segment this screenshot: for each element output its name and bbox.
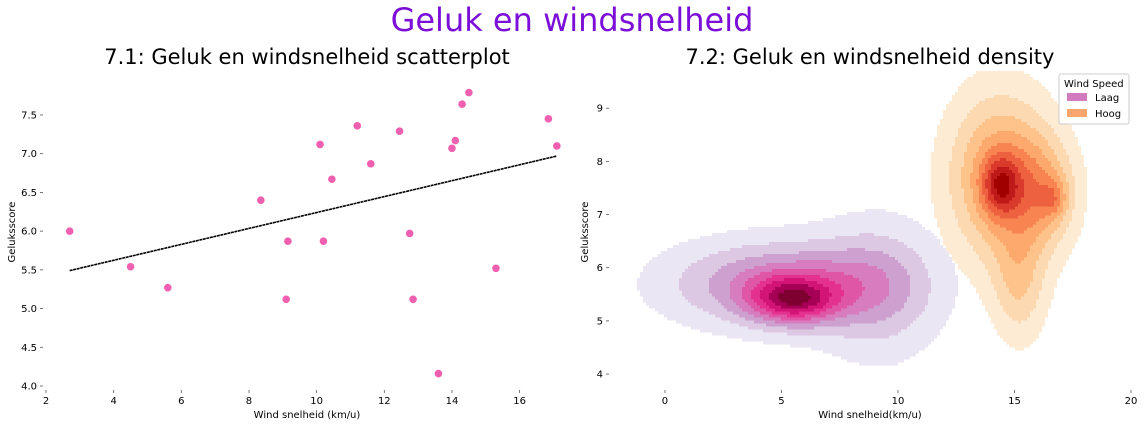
x-tick-label: 15 bbox=[1008, 396, 1021, 407]
scatter-point bbox=[451, 136, 460, 145]
scatter-point bbox=[328, 175, 336, 184]
density-x-ticks: 0 5 10 15 20 bbox=[662, 390, 1138, 407]
y-tick-label: 9 bbox=[597, 104, 603, 115]
y-tick-label: 7 bbox=[597, 210, 603, 221]
figure-title: Geluk en windsnelheid bbox=[390, 1, 754, 39]
scatter-point bbox=[163, 283, 172, 292]
x-tick-label: 4 bbox=[110, 396, 116, 407]
y-tick-label: 6 bbox=[597, 263, 603, 274]
scatter-plot-area bbox=[65, 88, 561, 378]
x-tick-label: 14 bbox=[446, 396, 459, 407]
scatter-point bbox=[448, 144, 456, 153]
density-chart: 7.2: Geluk en windsnelheid density 4 5 6 7 8… bbox=[580, 45, 1137, 421]
x-tick-label: 2 bbox=[43, 396, 49, 407]
legend-label-laag: Laag bbox=[1095, 93, 1119, 104]
density-level-9 bbox=[994, 173, 1009, 198]
scatter-chart: 7.1: Geluk en windsnelheid scatterplot 4… bbox=[7, 45, 561, 421]
density-y-label: Geluksscore bbox=[580, 202, 591, 263]
y-tick-label: 5.5 bbox=[21, 265, 37, 276]
density-plot-area bbox=[637, 71, 1087, 366]
x-tick-label: 16 bbox=[513, 396, 526, 407]
scatter-point bbox=[282, 295, 291, 304]
x-tick-label: 0 bbox=[662, 396, 668, 407]
scatter-point bbox=[284, 237, 292, 245]
scatter-point bbox=[353, 122, 362, 130]
scatter-x-ticks: 2 4 6 8 10 12 14 16 bbox=[43, 390, 526, 407]
density-title: 7.2: Geluk en windsnelheid density bbox=[686, 45, 1055, 69]
scatter-point bbox=[257, 196, 265, 204]
legend-title: Wind Speed bbox=[1064, 79, 1124, 90]
regression-line bbox=[69, 155, 558, 272]
legend-label-hoog: Hoog bbox=[1095, 109, 1121, 120]
y-tick-label: 7.0 bbox=[21, 149, 37, 160]
y-tick-label: 6.0 bbox=[21, 227, 37, 238]
y-tick-label: 4.5 bbox=[21, 343, 37, 354]
scatter-y-ticks: 4.0 4.5 5.0 5.5 6.0 6.5 7.0 7.5 bbox=[21, 110, 43, 393]
y-tick-label: 8 bbox=[597, 157, 603, 168]
density-series-laag bbox=[637, 209, 958, 366]
y-tick-label: 4 bbox=[597, 370, 603, 381]
y-tick-label: 7.5 bbox=[21, 110, 37, 121]
scatter-point bbox=[465, 88, 473, 97]
scatter-point bbox=[553, 142, 561, 150]
x-tick-label: 6 bbox=[178, 396, 184, 407]
density-level-9 bbox=[778, 290, 811, 306]
x-tick-label: 10 bbox=[310, 396, 323, 407]
x-tick-label: 8 bbox=[246, 396, 252, 407]
scatter-point bbox=[492, 264, 500, 273]
scatter-point bbox=[434, 369, 443, 378]
scatter-point bbox=[409, 295, 417, 304]
scatter-point bbox=[316, 140, 324, 149]
scatter-point bbox=[126, 262, 135, 271]
scatter-point bbox=[544, 115, 553, 123]
scatter-point bbox=[319, 237, 328, 245]
density-series-hoog bbox=[931, 71, 1087, 351]
density-x-label: Wind snelheid(km/u) bbox=[818, 410, 922, 421]
scatter-point bbox=[405, 229, 414, 238]
scatter-point bbox=[366, 159, 375, 168]
legend-swatch-hoog bbox=[1067, 109, 1087, 117]
y-tick-label: 4.0 bbox=[21, 382, 37, 393]
scatter-x-label: Wind snelheid (km/u) bbox=[254, 410, 361, 421]
scatter-title: 7.1: Geluk en windsnelheid scatterplot bbox=[104, 45, 510, 69]
density-legend: Wind Speed Laag Hoog bbox=[1058, 73, 1130, 125]
scatter-y-label: Geluksscore bbox=[7, 202, 18, 263]
scatter-point bbox=[458, 100, 466, 108]
legend-swatch-laag bbox=[1067, 93, 1087, 101]
x-tick-label: 10 bbox=[892, 396, 905, 407]
x-tick-label: 20 bbox=[1125, 396, 1138, 407]
density-y-ticks: 4 5 6 7 8 9 bbox=[597, 104, 609, 381]
y-tick-label: 5.0 bbox=[21, 304, 37, 315]
y-tick-label: 6.5 bbox=[21, 188, 37, 199]
y-tick-label: 5 bbox=[597, 316, 603, 327]
x-tick-label: 5 bbox=[778, 396, 784, 407]
scatter-point bbox=[395, 127, 404, 136]
x-tick-label: 12 bbox=[378, 396, 391, 407]
scatter-point bbox=[65, 227, 74, 235]
